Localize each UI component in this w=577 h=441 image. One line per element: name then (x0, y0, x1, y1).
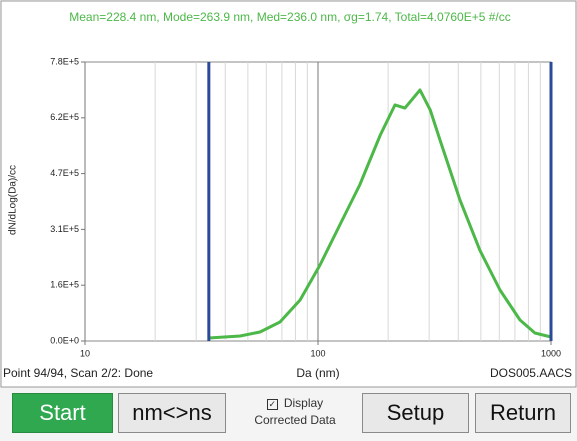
units-button[interactable]: nm<>ns (118, 393, 226, 433)
x-tick-label: 10 (80, 348, 90, 358)
y-tick-label: 0.0E+0 (50, 335, 79, 345)
x-axis-label: Da (nm) (296, 366, 339, 380)
checkbox-line: ✓ Display (236, 395, 354, 412)
checkbox-label: Display (283, 396, 324, 410)
start-button[interactable]: Start (12, 393, 113, 433)
y-tick-label: 6.2E+5 (50, 112, 79, 122)
chart-panel: Mean=228.4 nm, Mode=263.9 nm, Med=236.0 … (0, 0, 577, 388)
y-tick-label: 3.1E+5 (50, 224, 79, 234)
y-axis-label: dN/dLog(Da)/cc (8, 165, 19, 235)
return-button[interactable]: Return (475, 393, 571, 433)
status-left: Point 94/94, Scan 2/2: Done (3, 366, 153, 380)
status-right: DOS005.AACS (490, 366, 572, 380)
setup-button[interactable]: Setup (362, 393, 469, 433)
stats-title: Mean=228.4 nm, Mode=263.9 nm, Med=236.0 … (69, 10, 511, 24)
y-tick-label: 7.8E+5 (50, 56, 79, 66)
checkbox-label: Corrected Data (254, 413, 336, 427)
distribution-line (208, 88, 552, 340)
x-tick-label: 1000 (541, 348, 561, 358)
y-tick-label: 4.7E+5 (50, 168, 79, 178)
y-tick-label: 1.6E+5 (50, 280, 79, 290)
x-tick-label: 100 (310, 348, 325, 358)
display-checkbox[interactable]: ✓ Display Corrected Data (236, 395, 354, 433)
checkbox-box[interactable]: ✓ (266, 399, 278, 410)
